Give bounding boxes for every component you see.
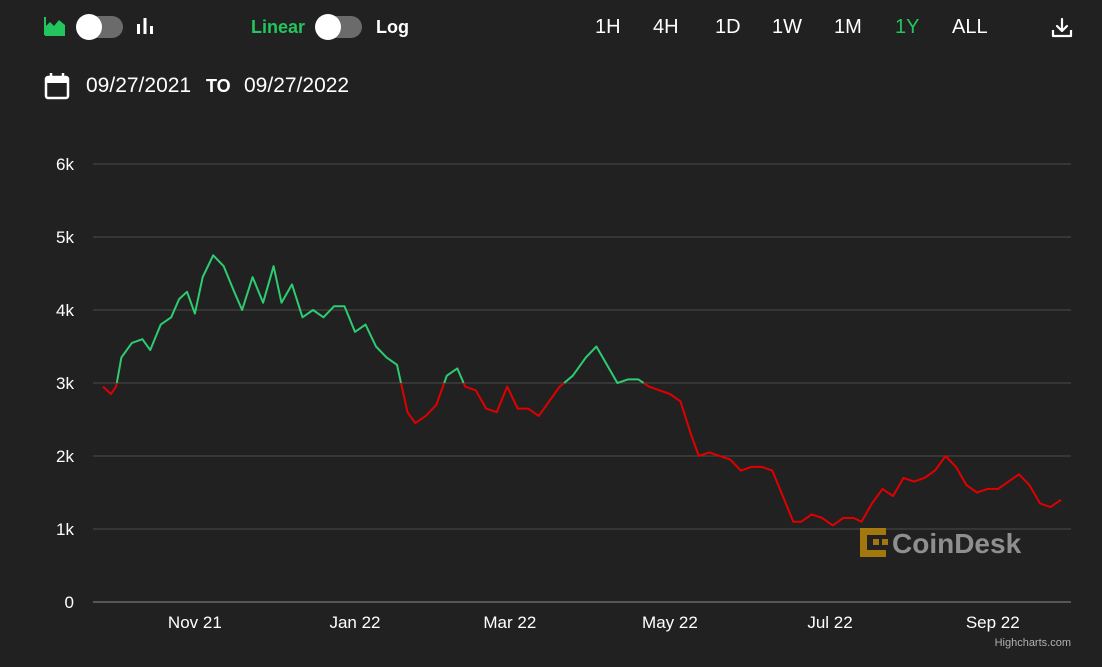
credits-text[interactable]: Highcharts.com: [995, 637, 1071, 649]
range-button-1y[interactable]: 1Y: [895, 16, 920, 38]
series-line-up[interactable]: [443, 367, 465, 384]
series-line-up[interactable]: [115, 254, 402, 384]
date-to-field[interactable]: 09/27/2022: [244, 74, 350, 97]
range-button-1d[interactable]: 1D: [715, 16, 741, 38]
x-axis-labels: Nov 21 Jan 22 Mar 22 May 22 Jul 22 Sep 22: [168, 613, 1020, 632]
scale-toggle[interactable]: [315, 14, 362, 40]
range-button-4h[interactable]: 4H: [653, 16, 679, 38]
chart-type-toggle[interactable]: [76, 14, 123, 40]
x-tick-label: Sep 22: [966, 613, 1020, 632]
y-tick-label: 6k: [56, 155, 74, 174]
date-from-field[interactable]: 09/27/2021: [86, 74, 192, 97]
y-tick-label: 2k: [56, 447, 74, 466]
toggle-knob: [76, 14, 102, 40]
scale-log-label[interactable]: Log: [376, 17, 409, 37]
series-line-down[interactable]: [462, 382, 565, 417]
download-icon[interactable]: [1050, 16, 1074, 40]
bar-chart-icon[interactable]: [135, 16, 155, 36]
range-button-1w[interactable]: 1W: [772, 16, 802, 38]
y-tick-label: 5k: [56, 228, 74, 247]
y-axis-labels: 0 1k 2k 3k 4k 5k 6k: [56, 155, 74, 612]
series-line-down[interactable]: [643, 382, 1062, 527]
series-line-up[interactable]: [563, 345, 645, 384]
x-tick-label: Mar 22: [483, 613, 536, 632]
series-line-down[interactable]: [102, 382, 118, 395]
grid-lines: [93, 163, 1071, 603]
coindesk-watermark: CoinDesk: [860, 528, 1022, 559]
calendar-icon[interactable]: [44, 72, 70, 100]
coindesk-logo-icon: [860, 528, 888, 557]
toggle-knob: [315, 14, 341, 40]
range-button-1m[interactable]: 1M: [834, 16, 862, 38]
y-tick-label: 1k: [56, 520, 74, 539]
x-tick-label: Jan 22: [329, 613, 380, 632]
y-tick-label: 3k: [56, 374, 74, 393]
x-tick-label: Jul 22: [807, 613, 852, 632]
y-tick-label: 0: [65, 593, 74, 612]
scale-linear-label[interactable]: Linear: [251, 17, 306, 37]
area-chart-icon[interactable]: [44, 16, 66, 36]
x-tick-label: May 22: [642, 613, 698, 632]
y-tick-label: 4k: [56, 301, 74, 320]
date-to-label: TO: [206, 76, 231, 96]
watermark-text: CoinDesk: [892, 528, 1022, 559]
range-button-1h[interactable]: 1H: [595, 16, 621, 38]
price-series: [102, 254, 1062, 527]
x-tick-label: Nov 21: [168, 613, 222, 632]
range-button-all[interactable]: ALL: [952, 16, 988, 38]
series-line-down[interactable]: [400, 382, 446, 425]
